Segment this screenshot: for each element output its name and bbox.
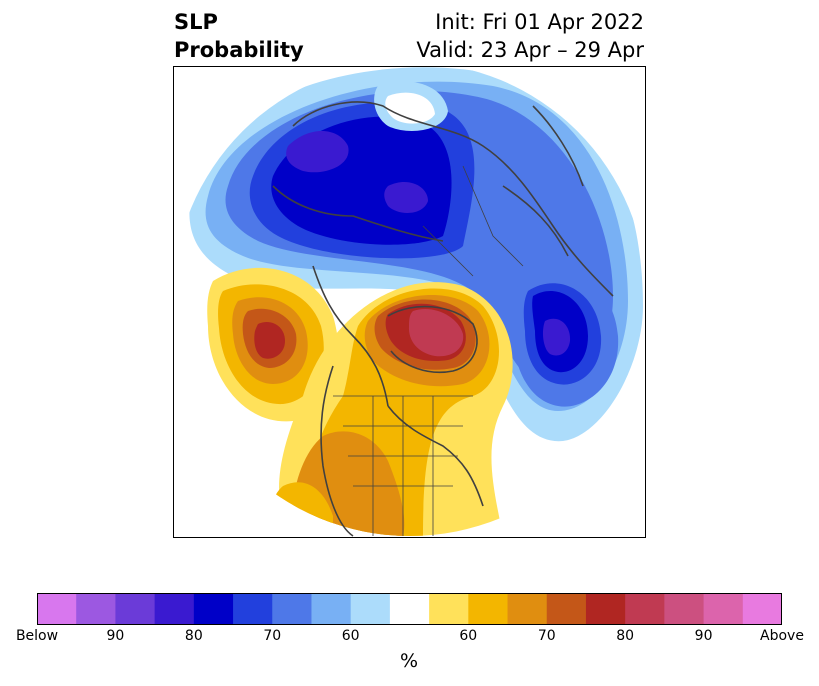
- colorbar-tick-label: 70: [537, 628, 556, 644]
- title-line-1: SLP: [174, 10, 218, 34]
- colorbar-cells: [37, 593, 782, 625]
- colorbar-cell: [546, 593, 587, 625]
- colorbar-cell: [625, 593, 665, 625]
- coastlines: [272, 101, 614, 537]
- map-frame: [173, 66, 646, 538]
- colorbar-cell: [468, 593, 509, 625]
- colorbar-cell: [507, 593, 548, 625]
- colorbar-tick-label: 80: [616, 628, 635, 644]
- colorbar-tick-label: 60: [341, 628, 360, 644]
- borders: [333, 165, 524, 536]
- colorbar-cell: [37, 593, 77, 625]
- colorbar-cell: [76, 593, 116, 625]
- colorbar-cell: [742, 593, 782, 625]
- colorbar-tick-label: 70: [263, 628, 282, 644]
- colorbar-cell: [311, 593, 352, 625]
- colorbar-cell: [233, 593, 273, 625]
- colorbar-cell: [193, 593, 234, 625]
- colorbar-tick-label: 60: [459, 628, 478, 644]
- probability-shading: [189, 67, 644, 536]
- forecast-dates: Init: Fri 01 Apr 2022 Valid: 23 Apr – 29…: [416, 8, 644, 64]
- colorbar-tick-label: Above: [760, 628, 804, 644]
- colorbar-cell: [389, 593, 430, 625]
- colorbar-cell: [703, 593, 744, 625]
- colorbar-cell: [664, 593, 705, 625]
- colorbar-cell: [154, 593, 195, 625]
- probability-map: [173, 66, 646, 538]
- colorbar-cell: [350, 593, 391, 625]
- colorbar-tick-label: Below: [15, 628, 59, 644]
- colorbar-unit: %: [399, 650, 419, 672]
- colorbar-tick-label: 90: [106, 628, 125, 644]
- colorbar: [37, 593, 782, 625]
- init-date: Init: Fri 01 Apr 2022: [435, 10, 644, 34]
- colorbar-cell: [115, 593, 156, 625]
- colorbar-frame: [37, 593, 782, 625]
- colorbar-tick-label: 90: [694, 628, 713, 644]
- map-title: SLP Probability: [174, 8, 304, 64]
- title-line-2: Probability: [174, 38, 304, 62]
- colorbar-cell: [585, 593, 626, 625]
- above-north-pacific: [207, 267, 339, 422]
- below-north-atlantic: [511, 272, 619, 407]
- valid-range: Valid: 23 Apr – 29 Apr: [416, 38, 644, 62]
- colorbar-cell: [272, 593, 312, 625]
- colorbar-tick-label: 80: [184, 628, 203, 644]
- colorbar-cell: [429, 593, 469, 625]
